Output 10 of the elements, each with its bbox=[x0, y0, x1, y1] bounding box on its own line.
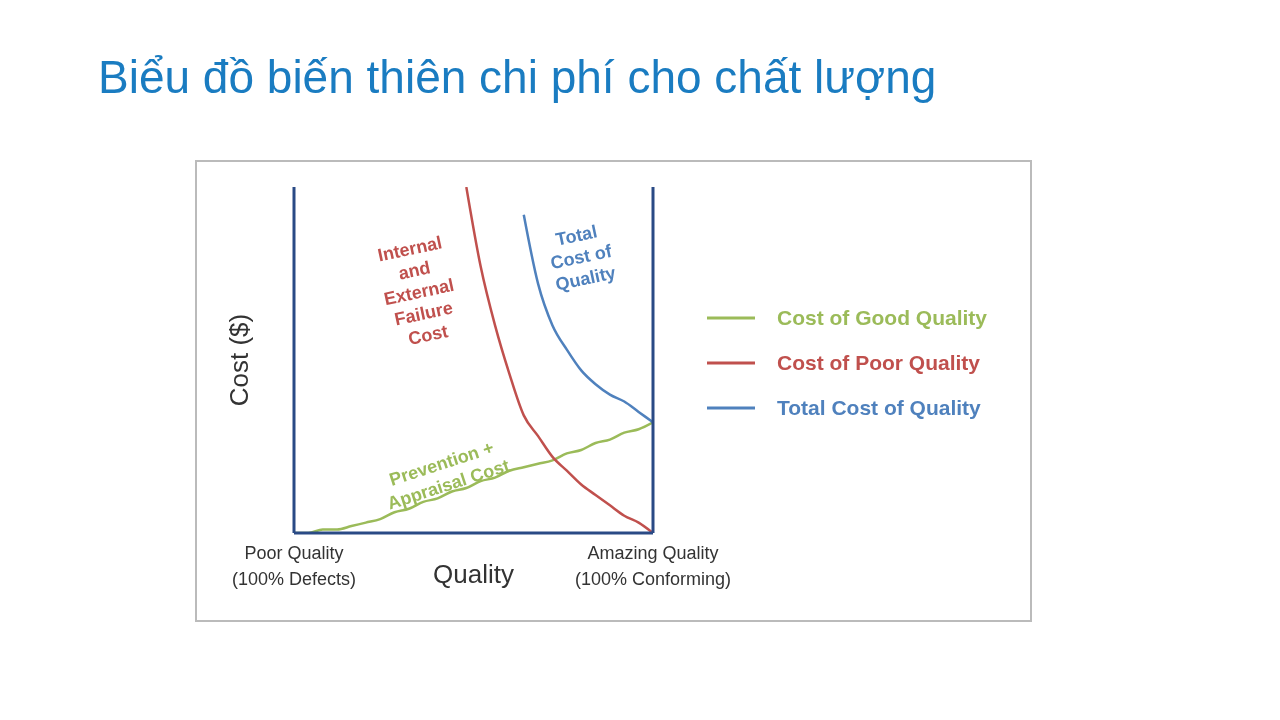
legend-label: Cost of Good Quality bbox=[777, 305, 987, 330]
legend-label: Total Cost of Quality bbox=[777, 395, 981, 420]
annotation: Internal and External Failure Cost bbox=[375, 231, 457, 351]
y-axis-title: Cost ($) bbox=[224, 313, 255, 407]
x-tick-label: Amazing Quality (100% Conforming) bbox=[574, 543, 732, 589]
chart-title: Biểu đồ biến thiên chi phí cho chất lượng bbox=[98, 50, 937, 104]
x-axis-title: Quality bbox=[433, 559, 514, 589]
legend-label: Cost of Poor Quality bbox=[777, 350, 981, 375]
x-tick-label: Poor Quality (100% Defects) bbox=[231, 543, 357, 589]
annotation: Total Cost of Quality bbox=[547, 220, 619, 296]
